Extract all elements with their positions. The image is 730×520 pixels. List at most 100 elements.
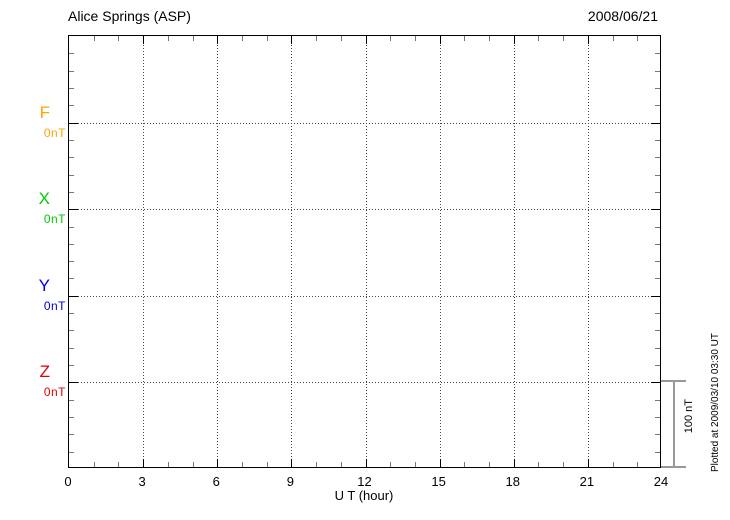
left-tick <box>69 417 74 419</box>
right-tick <box>655 243 660 245</box>
right-tick <box>655 157 660 159</box>
right-tick <box>651 382 660 384</box>
x-tick-label-24: 24 <box>653 474 669 489</box>
scale-bar-cap-bottom <box>661 466 686 468</box>
top-tick <box>217 36 219 44</box>
x-tick-label-6: 6 <box>212 474 220 489</box>
left-tick <box>69 261 74 263</box>
left-tick <box>69 382 78 384</box>
right-tick <box>655 399 660 401</box>
left-tick <box>69 139 74 141</box>
top-tick <box>316 36 318 41</box>
bottom-tick <box>489 462 491 467</box>
x-tick-label-21: 21 <box>579 474 595 489</box>
top-tick <box>563 36 565 41</box>
series-label-Z: Z <box>39 362 50 382</box>
right-tick <box>655 226 660 228</box>
left-tick <box>69 174 74 176</box>
top-tick <box>340 36 342 41</box>
right-tick <box>655 347 660 349</box>
hour-gridline-18 <box>513 36 515 467</box>
left-tick <box>69 347 74 349</box>
top-tick <box>118 36 120 41</box>
scale-bar-label: 100 nT <box>683 399 695 434</box>
left-tick <box>69 399 74 401</box>
right-tick <box>655 278 660 280</box>
right-tick <box>655 417 660 419</box>
baseline-gridline-X <box>69 209 660 211</box>
bottom-tick <box>316 462 318 467</box>
left-tick <box>69 243 74 245</box>
top-tick <box>612 36 614 41</box>
series-baseline-label-X: 0nT <box>43 212 66 227</box>
bottom-tick <box>612 462 614 467</box>
right-tick <box>655 174 660 176</box>
series-label-X: X <box>38 189 50 209</box>
left-tick <box>69 313 74 315</box>
top-tick <box>192 36 194 41</box>
hour-gridline-9 <box>291 36 293 467</box>
right-tick <box>655 53 660 55</box>
right-tick <box>655 261 660 263</box>
hour-gridline-3 <box>143 36 145 467</box>
left-tick <box>69 87 74 89</box>
right-tick <box>655 139 660 141</box>
top-tick <box>513 36 515 44</box>
bottom-tick <box>538 462 540 467</box>
x-tick-label-3: 3 <box>138 474 146 489</box>
bottom-tick <box>563 462 565 467</box>
left-tick <box>69 434 74 436</box>
bottom-tick <box>143 459 145 467</box>
left-tick <box>69 330 74 332</box>
x-axis-title: U T (hour) <box>334 488 394 503</box>
right-tick <box>655 434 660 436</box>
left-tick <box>69 209 78 211</box>
bottom-tick <box>637 462 639 467</box>
bottom-tick <box>266 462 268 467</box>
top-tick <box>143 36 145 44</box>
top-tick <box>241 36 243 41</box>
series-label-F: F <box>39 102 50 122</box>
left-tick <box>69 295 78 297</box>
hour-gridline-15 <box>439 36 441 467</box>
left-tick <box>69 53 74 55</box>
bottom-tick <box>241 462 243 467</box>
scale-bar-vertical <box>673 381 675 468</box>
scale-bar-cap-top <box>661 380 686 383</box>
top-tick <box>365 36 367 44</box>
bottom-tick <box>340 462 342 467</box>
bottom-tick <box>464 462 466 467</box>
right-tick <box>655 330 660 332</box>
hour-gridline-12 <box>365 36 367 467</box>
bottom-tick <box>513 459 515 467</box>
right-tick <box>655 365 660 367</box>
right-tick <box>655 87 660 89</box>
left-tick <box>69 122 78 124</box>
left-tick <box>69 451 74 453</box>
bottom-tick <box>587 459 589 467</box>
left-tick <box>69 191 74 193</box>
plot-area <box>68 35 661 468</box>
top-tick <box>167 36 169 41</box>
series-baseline-label-Y: 0nT <box>43 298 66 313</box>
right-tick <box>655 451 660 453</box>
left-tick <box>69 365 74 367</box>
plotted-at-note: Plotted at 2009/03/10 03:30 UT <box>710 333 721 472</box>
x-tick-label-18: 18 <box>505 474 520 489</box>
station-title: Alice Springs (ASP) <box>68 8 191 24</box>
top-tick <box>390 36 392 41</box>
right-tick <box>655 105 660 107</box>
x-tick-label-15: 15 <box>431 474 446 489</box>
right-tick <box>655 191 660 193</box>
top-tick <box>291 36 293 44</box>
top-tick <box>538 36 540 41</box>
hour-gridline-21 <box>587 36 589 467</box>
bottom-tick <box>414 462 416 467</box>
top-tick <box>414 36 416 41</box>
top-tick <box>587 36 589 44</box>
x-tick-label-0: 0 <box>64 474 72 489</box>
top-tick <box>464 36 466 41</box>
bottom-tick <box>192 462 194 467</box>
right-tick <box>651 209 660 211</box>
x-tick-label-9: 9 <box>286 474 294 489</box>
